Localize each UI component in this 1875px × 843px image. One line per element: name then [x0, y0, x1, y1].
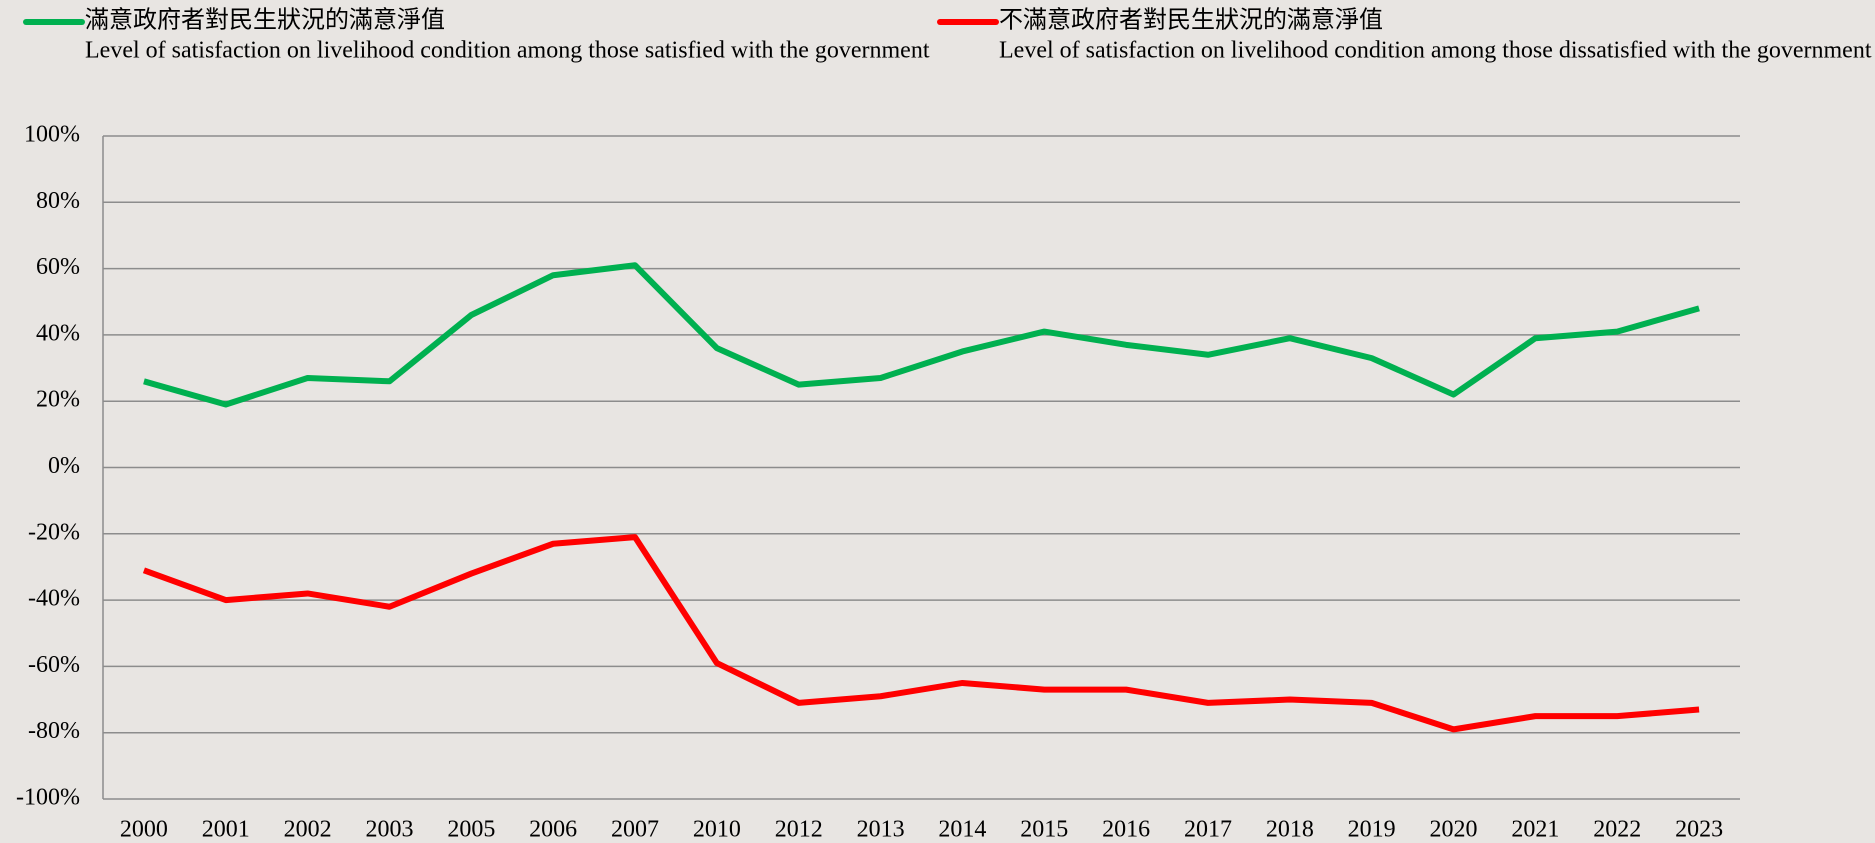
legend-label: 滿意政府者對民生狀況的滿意淨值: [85, 7, 445, 34]
x-tick-label: 2022: [1593, 817, 1641, 843]
legend-label-en: Level of satisfaction on livelihood cond…: [85, 38, 930, 64]
x-tick-label: 2007: [611, 817, 659, 843]
legend-label-en: Level of satisfaction on livelihood cond…: [999, 38, 1872, 64]
x-tick-label: 2023: [1675, 817, 1723, 843]
x-tick-label: 2019: [1348, 817, 1396, 843]
y-tick-label: 20%: [36, 387, 80, 413]
x-tick-label: 2021: [1511, 817, 1559, 843]
y-tick-label: -60%: [28, 652, 80, 678]
x-tick-label: 2020: [1430, 817, 1478, 843]
y-tick-label: -20%: [28, 519, 80, 545]
x-tick-label: 2014: [938, 817, 986, 843]
legend-label: 不滿意政府者對民生狀況的滿意淨值: [999, 7, 1383, 34]
y-tick-label: -100%: [16, 785, 80, 811]
y-tick-label: 0%: [48, 453, 80, 479]
x-tick-label: 2010: [693, 817, 741, 843]
x-tick-label: 2015: [1020, 817, 1068, 843]
data-line: [143, 262, 1700, 408]
x-tick-label: 2017: [1184, 817, 1232, 843]
x-tick-label: 2001: [202, 817, 250, 843]
x-tick-label: 2016: [1102, 817, 1150, 843]
y-tick-label: 60%: [36, 254, 80, 280]
x-tick-label: 2013: [857, 817, 905, 843]
y-tick-label: 40%: [36, 320, 80, 346]
x-tick-label: 2005: [447, 817, 495, 843]
x-tick-label: 2002: [284, 817, 332, 843]
y-tick-label: 80%: [36, 188, 80, 214]
x-tick-label: 2000: [120, 817, 168, 843]
y-tick-label: -40%: [28, 586, 80, 612]
x-tick-label: 2003: [365, 817, 413, 843]
x-tick-label: 2012: [775, 817, 823, 843]
data-line: [142, 534, 1700, 733]
x-tick-label: 2006: [529, 817, 577, 843]
y-tick-label: 100%: [24, 122, 80, 148]
x-tick-label: 2018: [1266, 817, 1314, 843]
y-tick-label: -80%: [28, 718, 80, 744]
